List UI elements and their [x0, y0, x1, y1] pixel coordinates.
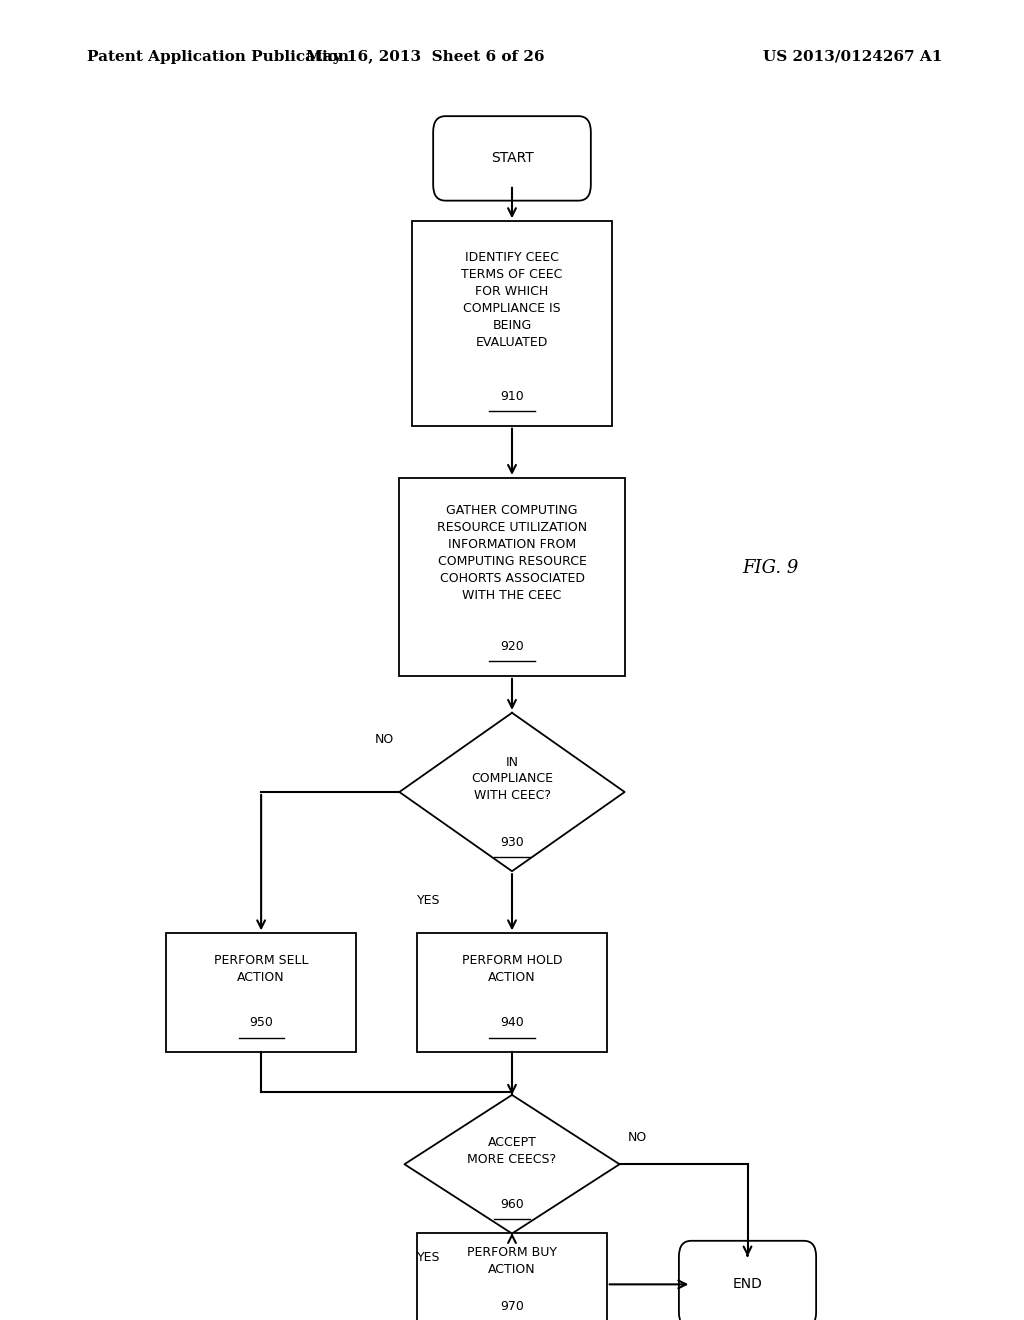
FancyBboxPatch shape: [433, 116, 591, 201]
Text: 940: 940: [500, 1016, 524, 1030]
Text: START: START: [490, 152, 534, 165]
Bar: [412, 220, 611, 425]
Text: IN
COMPLIANCE
WITH CEEC?: IN COMPLIANCE WITH CEEC?: [471, 756, 553, 801]
Text: ACCEPT
MORE CEECS?: ACCEPT MORE CEECS?: [467, 1137, 557, 1166]
Text: PERFORM BUY
ACTION: PERFORM BUY ACTION: [467, 1246, 557, 1275]
Text: NO: NO: [375, 733, 394, 746]
Text: END: END: [732, 1278, 763, 1291]
Text: 920: 920: [500, 640, 524, 653]
FancyBboxPatch shape: [679, 1241, 816, 1320]
Text: 930: 930: [500, 836, 524, 849]
Text: 970: 970: [500, 1300, 524, 1313]
Text: YES: YES: [417, 894, 440, 907]
Bar: [418, 933, 606, 1052]
Text: IDENTIFY CEEC
TERMS OF CEEC
FOR WHICH
COMPLIANCE IS
BEING
EVALUATED: IDENTIFY CEEC TERMS OF CEEC FOR WHICH CO…: [462, 251, 562, 348]
Bar: [418, 1233, 606, 1320]
Bar: [166, 933, 356, 1052]
Text: 960: 960: [500, 1199, 524, 1210]
Polygon shape: [404, 1096, 620, 1233]
Text: PERFORM SELL
ACTION: PERFORM SELL ACTION: [214, 954, 308, 983]
Text: 910: 910: [500, 391, 524, 403]
Text: GATHER COMPUTING
RESOURCE UTILIZATION
INFORMATION FROM
COMPUTING RESOURCE
COHORT: GATHER COMPUTING RESOURCE UTILIZATION IN…: [437, 504, 587, 602]
Text: US 2013/0124267 A1: US 2013/0124267 A1: [763, 50, 942, 63]
Text: May 16, 2013  Sheet 6 of 26: May 16, 2013 Sheet 6 of 26: [306, 50, 544, 63]
Text: 950: 950: [249, 1016, 273, 1030]
Text: PERFORM HOLD
ACTION: PERFORM HOLD ACTION: [462, 954, 562, 983]
Text: YES: YES: [417, 1251, 440, 1263]
Polygon shape: [399, 713, 625, 871]
Bar: [399, 478, 625, 676]
Text: Patent Application Publication: Patent Application Publication: [87, 50, 349, 63]
Text: NO: NO: [628, 1131, 647, 1144]
Text: FIG. 9: FIG. 9: [742, 558, 799, 577]
